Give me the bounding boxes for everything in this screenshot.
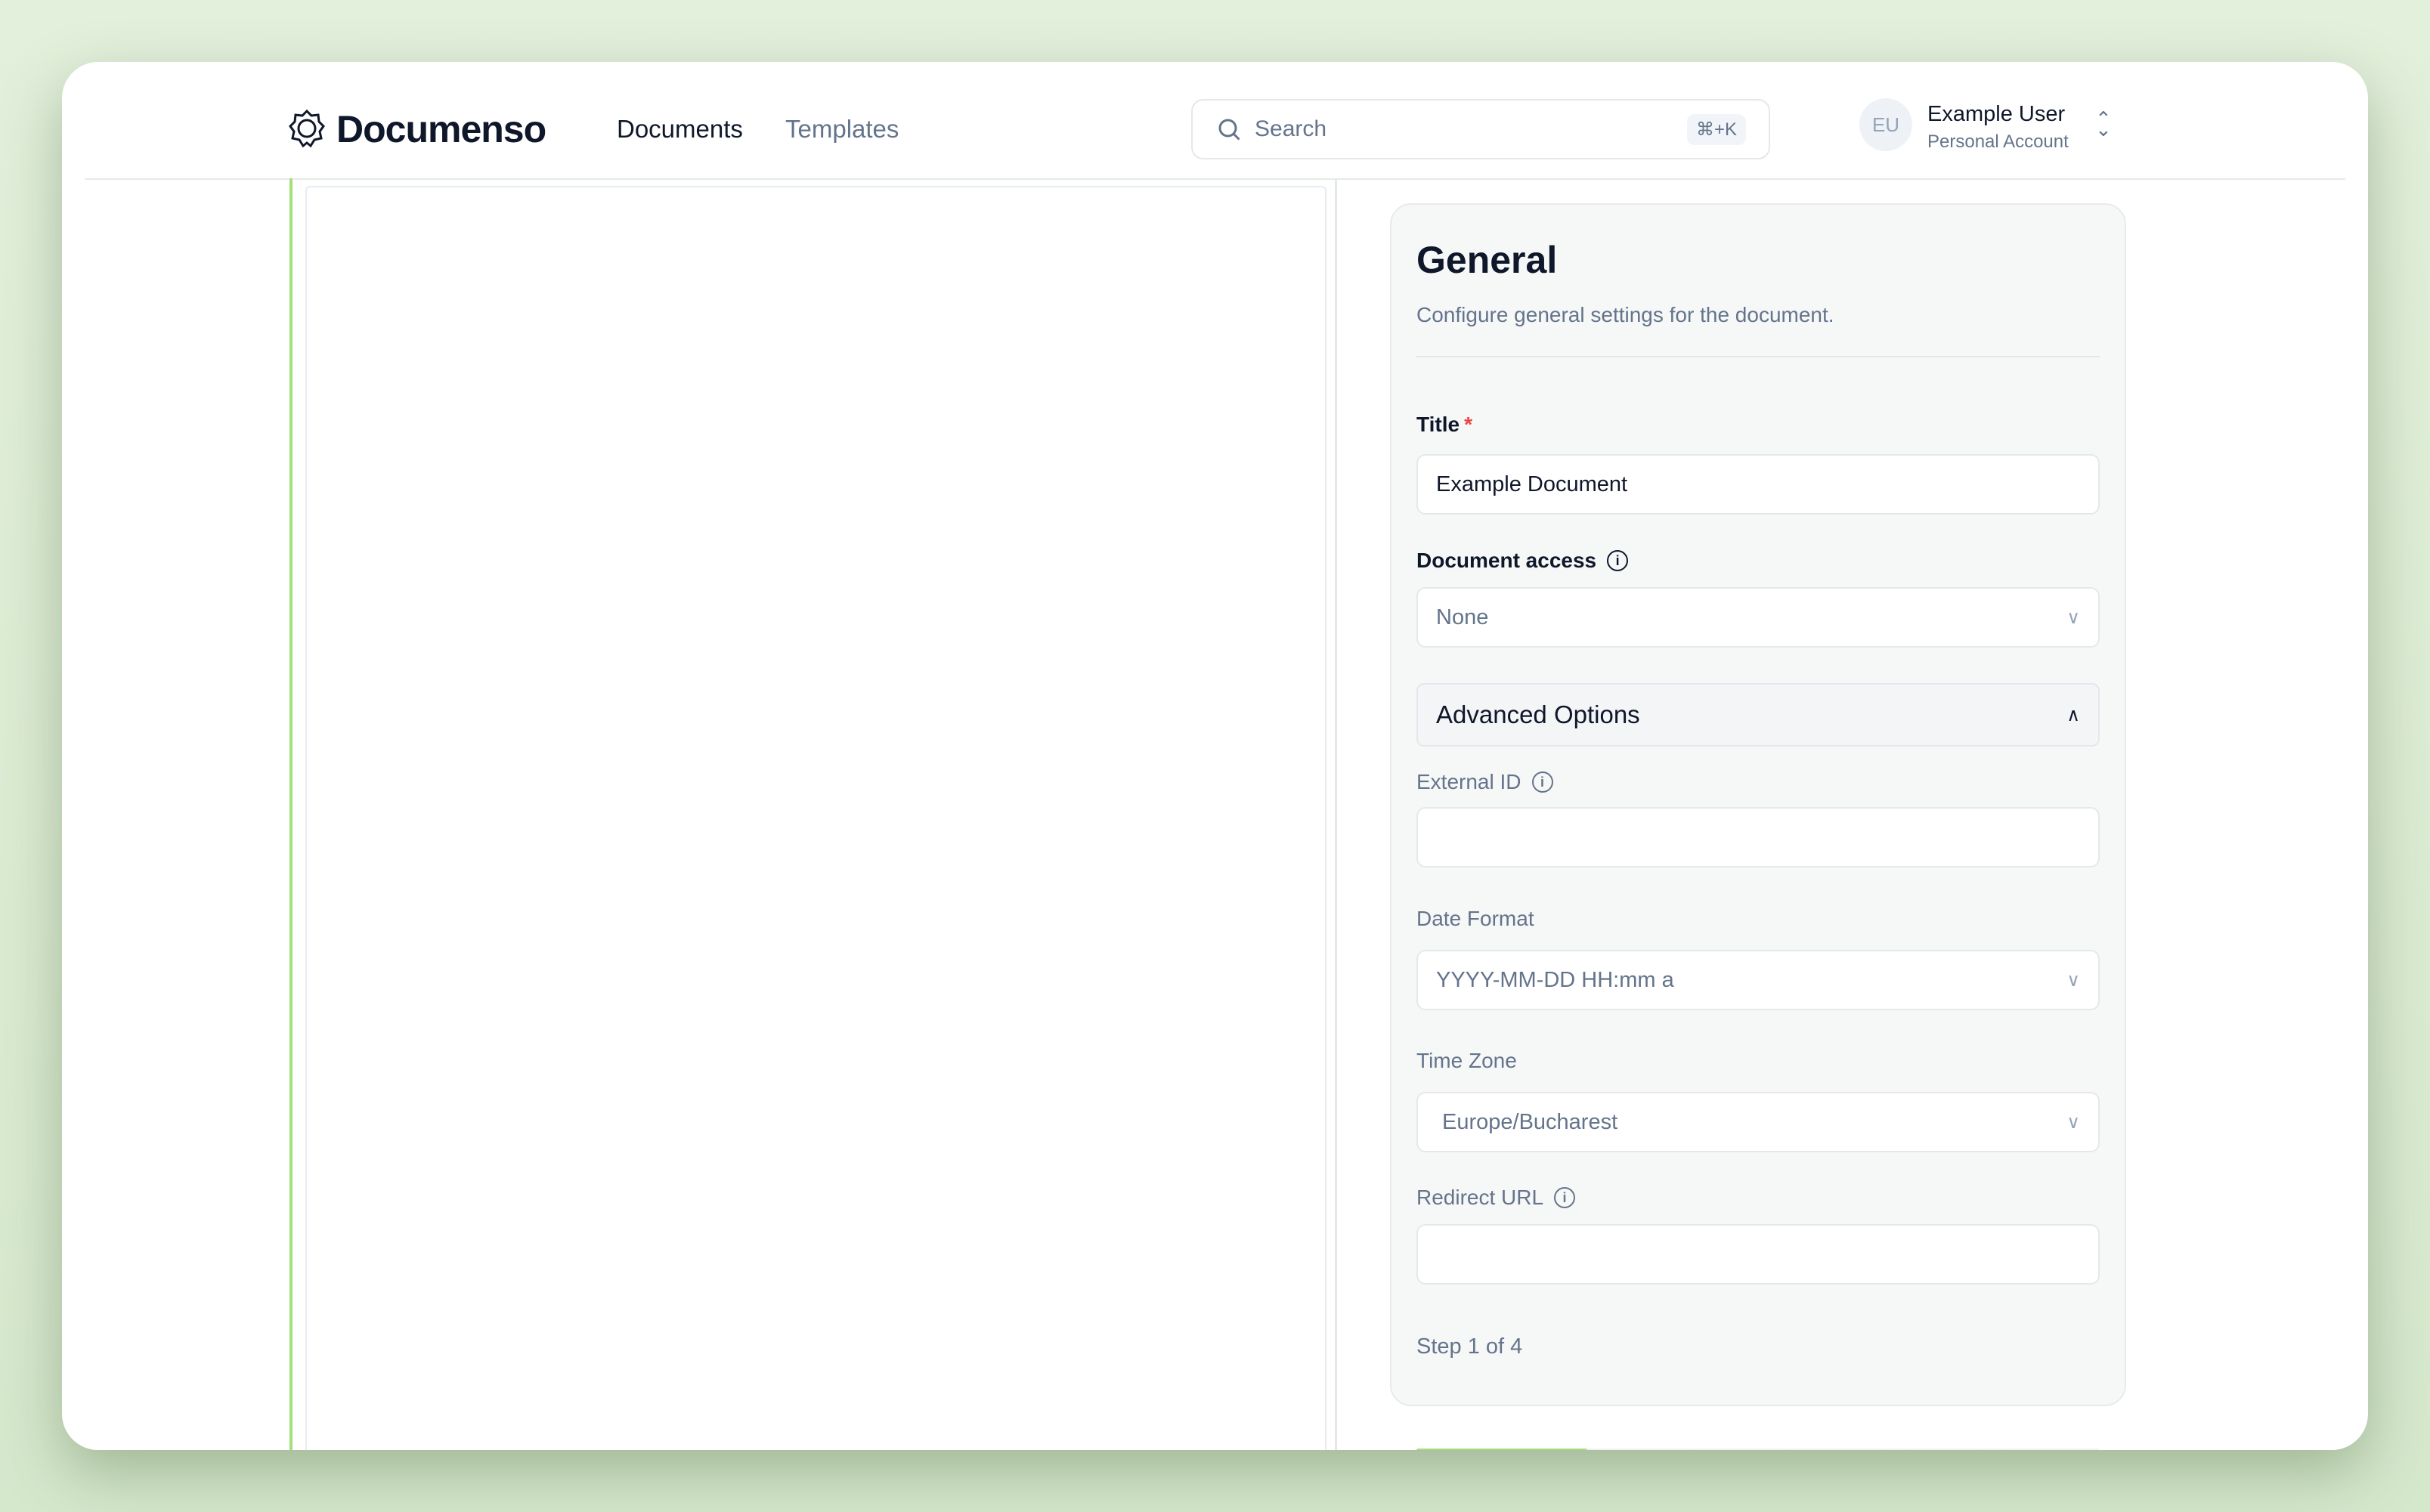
title-label: Title * [1416,413,2100,437]
settings-panel: General Configure general settings for t… [1390,203,2126,1450]
step-progress-fill [1416,1449,1587,1450]
header-divider [85,178,2345,180]
document-access-label-text: Document access [1416,549,1597,572]
info-icon[interactable]: i [1554,1187,1576,1208]
external-id-label-text: External ID [1416,770,1521,793]
chevron-up-icon: ∧ [2066,704,2080,725]
nav-templates[interactable]: Templates [785,115,899,143]
required-mark: * [1464,413,1472,436]
step-indicator: Step 1 of 4 [1416,1334,1523,1359]
date-format-value: YYYY-MM-DD HH:mm a [1436,967,1674,992]
external-id-input[interactable] [1416,807,2100,867]
logo-icon [289,109,325,148]
document-access-value: None [1436,604,1489,629]
document-access-select[interactable]: None ∨ [1416,587,2100,648]
info-icon[interactable]: i [1607,550,1629,571]
chevron-down-icon: ∨ [2066,607,2080,628]
logo-text: Documenso [336,108,546,150]
document-access-label: Document access i [1416,549,2100,573]
time-zone-label: Time Zone [1416,1049,1517,1072]
chevrons-up-down-icon[interactable]: ⌃ ⌄ [2095,107,2112,141]
panel-title: General [1416,239,1558,281]
external-id-label: External ID i [1416,770,2100,794]
avatar[interactable]: EU [1859,98,1912,151]
user-account[interactable]: Personal Account [1927,131,2069,152]
title-input-value: Example Document [1436,472,1628,496]
app-window: Documenso Documents Templates Search ⌘+K… [62,62,2368,1450]
time-zone-select[interactable]: Europe/Bucharest ∨ [1416,1092,2100,1152]
redirect-url-input[interactable] [1416,1224,2100,1285]
redirect-url-label: Redirect URL i [1416,1186,2100,1210]
document-page[interactable] [305,186,1326,1450]
logo[interactable]: Documenso [288,107,546,151]
date-format-label: Date Format [1416,907,1534,930]
redirect-url-label-text: Redirect URL [1416,1186,1544,1209]
title-label-text: Title [1416,413,1460,436]
advanced-options-toggle[interactable]: Advanced Options ∧ [1416,683,2100,747]
panel-subtitle: Configure general settings for the docum… [1416,303,1834,326]
date-format-select[interactable]: YYYY-MM-DD HH:mm a ∨ [1416,950,2100,1010]
time-zone-value: Europe/Bucharest [1442,1109,1618,1134]
search-input[interactable]: Search ⌘+K [1191,99,1770,159]
chevron-down-icon: ∨ [2066,1112,2080,1133]
title-input[interactable]: Example Document [1416,454,2100,515]
info-icon[interactable]: i [1531,771,1553,793]
user-name[interactable]: Example User [1927,102,2066,126]
nav-documents[interactable]: Documents [617,115,743,143]
chevron-down-icon: ∨ [2066,969,2080,991]
advanced-options-label: Advanced Options [1436,700,1640,728]
search-icon [1218,119,1240,141]
search-placeholder: Search [1255,116,1327,141]
step-progress-bar [1416,1449,2100,1450]
document-viewer [289,178,1337,1450]
panel-divider [1416,356,2100,357]
search-shortcut: ⌘+K [1686,113,1746,145]
